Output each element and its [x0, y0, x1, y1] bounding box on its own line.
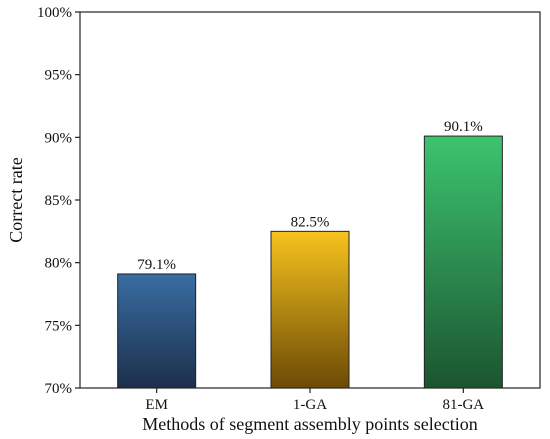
- x-axis-ticks: EM 1-GA 81-GA: [145, 388, 484, 413]
- data-labels-group: 79.1% 82.5% 90.1%: [137, 119, 482, 273]
- data-label: 82.5%: [291, 214, 330, 230]
- y-tick-label: 100%: [37, 5, 72, 21]
- y-tick-label: 90%: [45, 130, 73, 146]
- x-tick-label: 81-GA: [442, 397, 484, 413]
- y-tick-label: 85%: [45, 193, 73, 209]
- bar-1-ga: [270, 230, 350, 389]
- x-tick-label: EM: [145, 397, 168, 413]
- y-tick-label: 70%: [45, 381, 73, 397]
- y-tick-label: 75%: [45, 318, 73, 334]
- y-axis-ticks: 70% 75% 80% 85% 90% 95% 100%: [37, 5, 80, 397]
- data-label: 90.1%: [444, 119, 483, 135]
- y-tick-label: 80%: [45, 256, 73, 272]
- x-tick-label: 1-GA: [293, 397, 327, 413]
- data-label: 79.1%: [137, 257, 176, 273]
- bars-group: [117, 135, 503, 389]
- bar-em: [117, 273, 197, 389]
- x-axis-title: Methods of segment assembly points selec…: [142, 414, 477, 434]
- bar-81-ga: [423, 135, 503, 389]
- y-tick-label: 95%: [45, 68, 73, 84]
- y-axis-title: Correct rate: [6, 157, 26, 242]
